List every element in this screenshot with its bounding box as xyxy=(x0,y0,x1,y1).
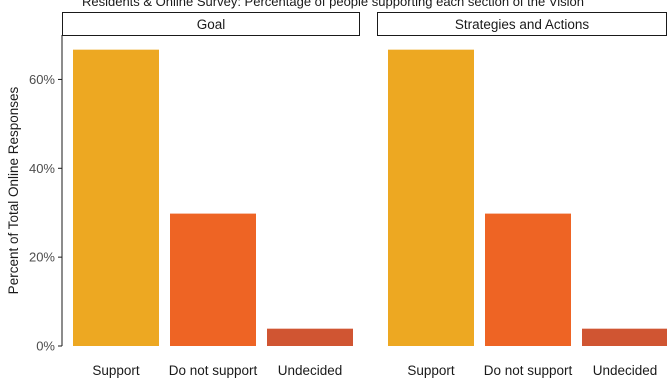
bar-support xyxy=(73,49,159,346)
x-tick-label: Support xyxy=(92,363,140,378)
bar-do-not-support xyxy=(485,213,571,346)
y-tick-label: 60% xyxy=(29,72,55,87)
x-tick-label: Do not support xyxy=(169,363,258,378)
y-axis-title: Percent of Total Online Responses xyxy=(6,86,21,294)
chart-title: Residents & Online Survey: Percentage of… xyxy=(82,0,584,9)
x-tick-label: Undecided xyxy=(593,363,658,378)
y-tick-label: 0% xyxy=(36,339,55,354)
bar-support xyxy=(388,49,474,346)
y-tick-label: 20% xyxy=(29,250,55,265)
facet-label: Goal xyxy=(197,17,226,32)
bar-undecided xyxy=(267,328,353,346)
y-tick-label: 40% xyxy=(29,161,55,176)
facet-label: Strategies and Actions xyxy=(455,17,590,32)
bar-do-not-support xyxy=(170,213,256,346)
x-tick-label: Undecided xyxy=(278,363,343,378)
x-tick-label: Support xyxy=(407,363,455,378)
facet-strip xyxy=(62,12,360,36)
bar-undecided xyxy=(582,328,667,346)
x-tick-label: Do not support xyxy=(484,363,573,378)
plot-area: Percent of Total Online Responses 0% 20% 40… xyxy=(6,12,667,378)
